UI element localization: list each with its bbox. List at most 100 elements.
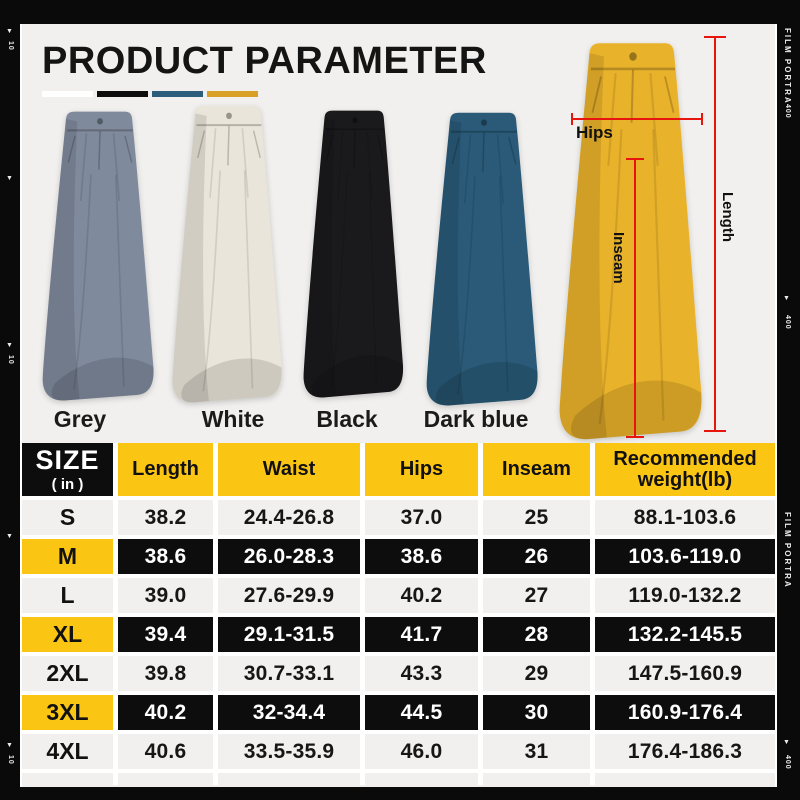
title-accent-bar (97, 91, 148, 97)
film-frame-top (0, 0, 800, 24)
content-area: PRODUCT PARAMETER Grey White Black Dark … (22, 24, 775, 787)
inseam-measure-label: Inseam (610, 232, 627, 284)
value-cell: 30.7-33.1 (218, 656, 360, 691)
film-marker-triangle-icon: ▼ (783, 739, 790, 746)
size-cell-l: L (22, 578, 113, 613)
length-measure-line (704, 36, 726, 432)
value-cell: 40.2 (365, 578, 478, 613)
value-cell: 38.2 (118, 500, 213, 535)
pants-graphic (546, 30, 720, 444)
value-cell: 88.1-103.6 (595, 500, 775, 535)
film-marker-triangle-icon: ▼ (6, 175, 13, 182)
value-cell: 103.6-119.0 (595, 539, 775, 574)
column-header-waist: Waist (218, 443, 360, 496)
film-frame-number: 10 (7, 41, 14, 51)
title-accent-bar (42, 91, 93, 97)
size-cell-2xl: 2XL (22, 656, 113, 691)
value-cell: 147.5-160.9 (595, 656, 775, 691)
value-cell: 30 (483, 695, 590, 730)
film-frame-number: 10 (7, 355, 14, 365)
size-header-unit: ( in ) (51, 476, 84, 493)
film-frame-number: 400 (784, 315, 791, 330)
pants-graphic (162, 96, 296, 406)
film-brand-text: FILM PORTRA (783, 512, 792, 589)
value-cell: 28 (483, 617, 590, 652)
size-cell-3xl: 3XL (22, 695, 113, 730)
film-frame-number: 400 (784, 104, 791, 119)
film-edge-line (20, 24, 22, 787)
film-marker-triangle-icon: ▼ (6, 742, 13, 749)
spacer-cell (595, 773, 775, 785)
value-cell: 26 (483, 539, 590, 574)
hips-measure-line (571, 113, 703, 125)
title-accent-bar (207, 91, 258, 97)
value-cell: 33.5-35.9 (218, 734, 360, 769)
spacer-cell (22, 773, 113, 785)
size-cell-xl: XL (22, 617, 113, 652)
value-cell: 39.8 (118, 656, 213, 691)
value-cell: 176.4-186.3 (595, 734, 775, 769)
value-cell: 27.6-29.9 (218, 578, 360, 613)
product-image-grey (32, 102, 168, 404)
hips-measure-label: Hips (576, 123, 613, 142)
value-cell: 32-34.4 (218, 695, 360, 730)
value-cell: 46.0 (365, 734, 478, 769)
film-strip-left: ▼ 10 ▼ ▼ 10 ▼ ▼ 10 (0, 0, 22, 800)
size-header-title: SIZE (35, 445, 100, 475)
column-header-recommended-weight-lb: Recommended weight(lb) (595, 443, 775, 496)
page-title: PRODUCT PARAMETER (42, 40, 487, 82)
film-frame-number: 400 (784, 755, 791, 770)
size-cell-m: M (22, 539, 113, 574)
value-cell: 132.2-145.5 (595, 617, 775, 652)
product-label-black: Black (316, 406, 378, 432)
film-brand-text: FILM PORTRA (783, 28, 792, 105)
value-cell: 43.3 (365, 656, 478, 691)
film-marker-triangle-icon: ▼ (6, 28, 13, 35)
size-table: SIZE( in ) Length Waist Hips Inseam Recommend… (22, 443, 775, 785)
spacer-cell (118, 773, 213, 785)
value-cell: 38.6 (118, 539, 213, 574)
value-cell: 37.0 (365, 500, 478, 535)
value-cell: 31 (483, 734, 590, 769)
value-cell: 24.4-26.8 (218, 500, 360, 535)
column-header-inseam: Inseam (483, 443, 590, 496)
size-header-cell: SIZE( in ) (22, 443, 113, 496)
film-marker-triangle-icon: ▼ (6, 342, 13, 349)
product-label-white: White (201, 406, 265, 432)
film-edge-line (775, 24, 777, 787)
product-image-dark-blue (416, 103, 552, 409)
film-marker-triangle-icon: ▼ (783, 295, 790, 302)
value-cell: 25 (483, 500, 590, 535)
value-cell: 119.0-132.2 (595, 578, 775, 613)
film-frame-number: 10 (7, 755, 14, 765)
column-header-hips: Hips (365, 443, 478, 496)
pants-graphic (32, 102, 168, 404)
size-cell-4xl: 4XL (22, 734, 113, 769)
size-cell-s: S (22, 500, 113, 535)
product-image-white (162, 96, 296, 406)
film-frame-bottom (0, 787, 800, 800)
value-cell: 27 (483, 578, 590, 613)
value-cell: 41.7 (365, 617, 478, 652)
value-cell: 29.1-31.5 (218, 617, 360, 652)
pants-graphic (294, 101, 416, 401)
value-cell: 40.2 (118, 695, 213, 730)
value-cell: 29 (483, 656, 590, 691)
value-cell: 39.4 (118, 617, 213, 652)
value-cell: 44.5 (365, 695, 478, 730)
product-image-black (294, 101, 416, 401)
measurement-figure-image (546, 30, 720, 444)
inseam-measure-line (626, 158, 644, 438)
value-cell: 40.6 (118, 734, 213, 769)
film-marker-triangle-icon: ▼ (6, 533, 13, 540)
value-cell: 39.0 (118, 578, 213, 613)
film-strip-right: FILM PORTRA 400 ▼ 400 FILM PORTRA ▼ 400 (775, 0, 800, 800)
spacer-cell (365, 773, 478, 785)
column-header-length: Length (118, 443, 213, 496)
value-cell: 26.0-28.3 (218, 539, 360, 574)
value-cell: 38.6 (365, 539, 478, 574)
product-label-grey: Grey (53, 406, 107, 432)
spacer-cell (218, 773, 360, 785)
length-measure-label: Length (719, 192, 736, 242)
